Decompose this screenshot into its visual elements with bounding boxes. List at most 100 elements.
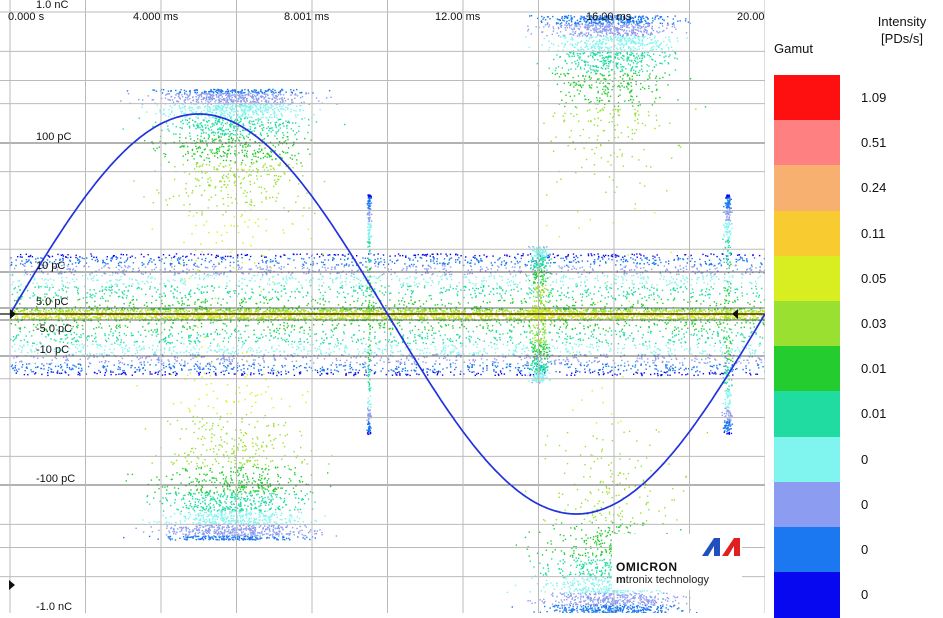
data-point (241, 337, 242, 338)
data-point (401, 300, 402, 301)
data-point (357, 339, 358, 340)
data-point (611, 343, 612, 344)
data-point (556, 332, 557, 333)
data-point (32, 283, 33, 284)
data-point (442, 304, 443, 305)
data-point (735, 369, 736, 370)
data-point (90, 295, 91, 296)
data-point (75, 262, 76, 263)
data-point (440, 371, 441, 372)
data-point (622, 348, 623, 349)
data-point (103, 316, 104, 317)
data-point (360, 339, 361, 340)
data-point (111, 289, 112, 290)
data-point (176, 352, 177, 353)
data-point (437, 374, 438, 375)
data-point (442, 339, 443, 340)
data-point (192, 312, 193, 313)
data-point (116, 267, 117, 268)
data-point (316, 350, 317, 351)
data-point (602, 309, 603, 310)
data-point (737, 255, 738, 256)
data-point (467, 273, 468, 274)
data-point (299, 344, 300, 345)
data-point (297, 346, 298, 347)
data-point (332, 362, 333, 363)
data-point (757, 363, 758, 364)
data-point (547, 289, 548, 290)
data-point (154, 329, 155, 330)
data-point (668, 311, 669, 312)
data-point (381, 317, 382, 318)
data-point (478, 373, 479, 374)
data-point (237, 257, 238, 258)
data-point (38, 286, 39, 287)
data-point (481, 283, 482, 284)
data-point (727, 354, 728, 355)
data-point (123, 342, 124, 343)
data-point (164, 268, 165, 269)
data-point (413, 264, 414, 265)
data-point (568, 270, 569, 271)
data-point (596, 338, 597, 339)
data-point (573, 299, 574, 300)
data-point (582, 294, 583, 295)
data-point (121, 262, 122, 263)
data-point (533, 291, 534, 292)
data-point (110, 374, 111, 375)
data-point (721, 354, 722, 355)
data-point (121, 254, 122, 255)
data-point (281, 371, 282, 372)
data-point (403, 304, 404, 305)
data-point (22, 264, 23, 265)
data-point (24, 275, 25, 276)
data-point (709, 358, 710, 359)
data-point (388, 370, 389, 371)
data-point (41, 374, 42, 375)
data-point (215, 272, 216, 273)
data-point (262, 311, 263, 312)
data-point (444, 310, 445, 311)
data-point (463, 312, 464, 313)
data-point (690, 348, 691, 349)
data-point (512, 342, 513, 343)
data-point (307, 351, 308, 352)
data-point (731, 352, 732, 353)
data-point (154, 269, 155, 270)
data-point (303, 272, 304, 273)
data-point (475, 276, 476, 277)
data-point (511, 331, 512, 332)
data-point (106, 259, 107, 260)
data-point (32, 343, 33, 344)
data-point (492, 325, 493, 326)
data-point (12, 346, 13, 347)
data-point (409, 343, 410, 344)
data-point (77, 312, 78, 313)
data-point (136, 311, 137, 312)
data-point (483, 287, 484, 288)
data-point (125, 286, 126, 287)
data-point (447, 315, 448, 316)
data-point (713, 331, 714, 332)
data-point (115, 273, 116, 274)
data-point (95, 341, 96, 342)
data-point (402, 297, 403, 298)
data-point (14, 370, 15, 371)
data-point (196, 318, 197, 319)
data-point (709, 297, 710, 298)
data-point (641, 306, 642, 307)
data-point (34, 287, 35, 288)
data-point (24, 263, 25, 264)
data-point (141, 254, 142, 255)
data-point (652, 258, 653, 259)
data-point (519, 318, 520, 319)
data-point (657, 348, 658, 349)
data-point (678, 339, 679, 340)
data-point (82, 346, 83, 347)
data-point (549, 356, 550, 357)
data-point (710, 365, 711, 366)
data-point (394, 304, 395, 305)
data-point (220, 315, 221, 316)
data-point (640, 255, 641, 256)
